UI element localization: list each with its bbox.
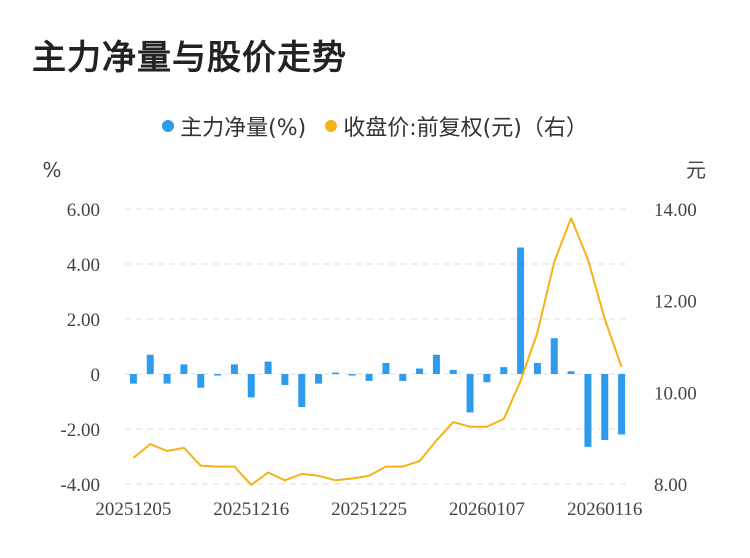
right-tick-label: 8.00 — [654, 475, 687, 496]
bar — [163, 374, 171, 384]
legend-item-price[interactable]: 收盘价:前复权(元)（右） — [325, 110, 588, 142]
bar — [399, 374, 407, 381]
bar — [315, 374, 323, 384]
bar — [382, 363, 390, 374]
legend: 主力净量(%) 收盘价:前复权(元)（右） — [0, 110, 750, 142]
bar — [416, 368, 424, 374]
left-axis-unit: % — [42, 158, 61, 182]
right-tick-label: 12.00 — [654, 292, 697, 313]
bar — [331, 372, 339, 375]
bar — [483, 374, 491, 383]
x-axis: 20251205 20251216 20251225 20260107 20260116 — [95, 499, 642, 520]
bar-series — [129, 247, 626, 447]
x-tick-label: 20251225 — [331, 499, 407, 520]
bar — [584, 374, 592, 447]
right-axis: 14.00 12.00 10.00 8.00 — [654, 200, 697, 496]
right-tick-label: 10.00 — [654, 383, 697, 404]
bar — [517, 247, 525, 374]
bar — [180, 364, 188, 374]
bar — [348, 374, 356, 376]
left-tick-label: 0 — [91, 365, 101, 386]
x-tick-label: 20260107 — [449, 499, 525, 520]
bar — [601, 374, 609, 440]
bar — [214, 374, 222, 376]
bar — [298, 374, 306, 407]
right-tick-label: 14.00 — [654, 200, 697, 221]
legend-label-main: 主力净量(%) — [180, 116, 307, 141]
bar — [567, 371, 575, 374]
legend-label-price: 收盘价:前复权(元)（右） — [343, 116, 588, 141]
left-tick-label: -4.00 — [60, 475, 100, 496]
bar — [146, 354, 154, 374]
left-tick-label: 6.00 — [67, 200, 100, 221]
bar — [500, 367, 508, 374]
bar — [264, 361, 272, 374]
left-axis: 6.00 4.00 2.00 0 -2.00 -4.00 — [60, 200, 100, 496]
bar — [129, 374, 137, 384]
bar — [550, 338, 558, 374]
left-tick-label: 4.00 — [67, 255, 100, 276]
grid-lines — [125, 208, 630, 485]
legend-dot-price — [325, 120, 338, 132]
bar — [466, 374, 474, 413]
line-series — [132, 217, 623, 486]
bar — [247, 374, 255, 398]
bar — [618, 374, 626, 435]
bar — [365, 374, 373, 381]
left-tick-label: -2.00 — [60, 420, 100, 441]
bar — [197, 374, 205, 388]
bar — [533, 363, 541, 374]
bar — [230, 364, 238, 374]
bar — [449, 369, 457, 374]
chart-title: 主力净量与股价走势 — [32, 38, 347, 78]
legend-item-main[interactable]: 主力净量(%) — [162, 110, 306, 142]
legend-dot-main — [162, 120, 175, 132]
price-line — [132, 217, 623, 486]
bar — [281, 374, 289, 385]
x-tick-label: 20251216 — [213, 499, 289, 520]
right-axis-unit: 元 — [686, 158, 706, 182]
left-tick-label: 2.00 — [67, 310, 100, 331]
x-tick-label: 20251205 — [95, 499, 171, 520]
bar — [432, 354, 440, 374]
x-tick-label: 20260116 — [567, 499, 642, 520]
